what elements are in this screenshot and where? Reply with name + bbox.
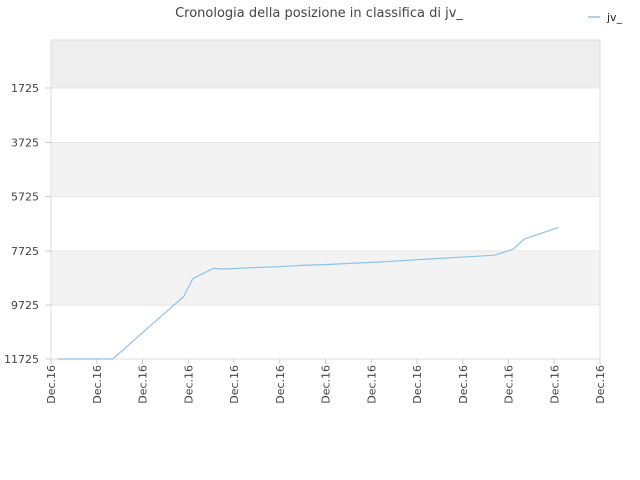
plot-band	[51, 142, 600, 197]
y-tick-label: 1725	[11, 82, 39, 95]
x-tick-label: Dec.16	[457, 365, 470, 404]
x-tick-label: Dec.16	[137, 365, 150, 404]
x-tick-label: Dec.16	[594, 365, 607, 404]
chart-title: Cronologia della posizione in classifica…	[175, 6, 463, 21]
y-tick-label: 9725	[11, 299, 39, 312]
y-tick-label: 5725	[11, 191, 39, 204]
x-axis: Dec.16 Dec.16 Dec.16 Dec.16 Dec.16 Dec.16 Dec.…	[45, 359, 607, 404]
plot-band	[51, 88, 600, 143]
y-axis: 1725 3725 5725 7725 9725 11725	[4, 82, 51, 366]
plot-band	[51, 305, 600, 359]
x-tick-label: Dec.16	[503, 365, 516, 404]
x-tick-label: Dec.16	[320, 365, 333, 404]
x-tick-label: Dec.16	[228, 365, 241, 404]
x-tick-label: Dec.16	[274, 365, 287, 404]
y-tick-label: 3725	[11, 137, 39, 150]
x-tick-label: Dec.16	[365, 365, 378, 404]
series-group	[57, 226, 559, 360]
x-tick-label: Dec.16	[45, 365, 58, 404]
plot-bands	[51, 40, 600, 359]
y-tick-label: 11725	[4, 353, 39, 366]
x-tick-label: Dec.16	[548, 365, 561, 404]
x-tick-label: Dec.16	[182, 365, 195, 404]
y-tick-label: 7725	[11, 245, 39, 258]
x-tick-label: Dec.16	[411, 365, 424, 404]
plot-band	[51, 40, 600, 88]
series-line-jv_	[57, 226, 559, 360]
plot-band	[51, 251, 600, 305]
legend: jv_	[588, 11, 623, 24]
legend-label: jv_	[606, 11, 623, 24]
plot-band	[51, 196, 600, 251]
x-tick-label: Dec.16	[91, 365, 104, 404]
